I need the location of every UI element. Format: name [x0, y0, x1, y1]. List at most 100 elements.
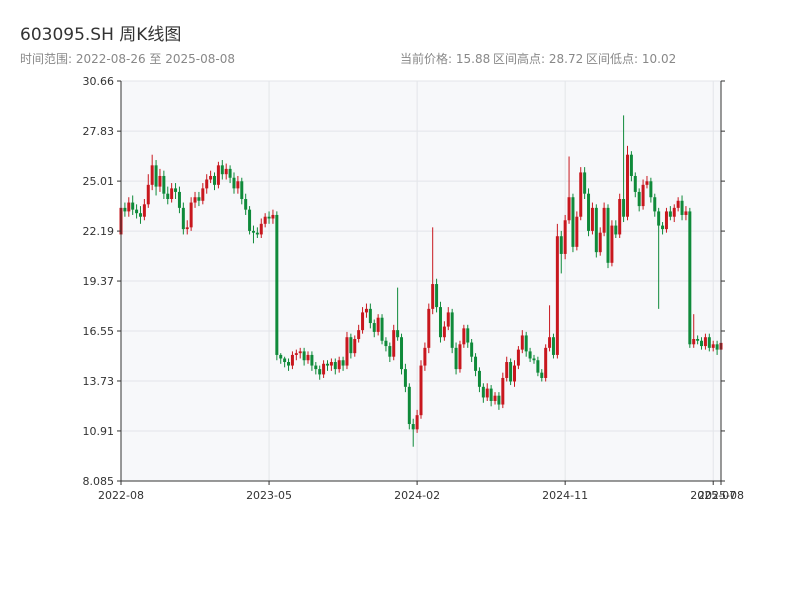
- candle-body: [657, 211, 661, 226]
- x-tick-label: 2022-08: [98, 489, 144, 502]
- y-tick-label: 16.55: [83, 325, 115, 338]
- candle-body: [290, 354, 294, 366]
- candle-body: [181, 207, 185, 230]
- candle-body: [314, 365, 318, 370]
- candle-body: [481, 386, 485, 398]
- candle-body: [209, 175, 213, 180]
- candle-body: [240, 181, 244, 200]
- candle-body: [275, 214, 279, 355]
- candle-body: [127, 202, 131, 212]
- info-price: 当前价格: 15.88: [400, 51, 490, 66]
- candle-body: [123, 207, 127, 212]
- candle-body: [637, 191, 641, 207]
- candle-body: [711, 344, 715, 348]
- candle-body: [345, 337, 349, 366]
- candle-body: [263, 216, 267, 224]
- candle-body: [707, 337, 711, 348]
- candle-body: [232, 177, 236, 189]
- x-tick-label: 2025-07: [690, 489, 736, 502]
- candle-body: [606, 207, 610, 263]
- candle-body: [435, 284, 439, 308]
- candle-body: [649, 181, 653, 198]
- candle-body: [664, 211, 668, 230]
- candle-body: [337, 360, 341, 370]
- candle-body: [548, 337, 552, 348]
- candle-body: [174, 188, 178, 192]
- candle-body: [653, 197, 657, 212]
- candle-body: [470, 342, 474, 357]
- candle-body: [497, 395, 501, 405]
- candle-body: [446, 312, 450, 327]
- candle-body: [618, 199, 622, 235]
- candle-body: [536, 360, 540, 373]
- candle-body: [516, 349, 520, 366]
- candle-body: [201, 188, 205, 201]
- info-high: 区间高点: 28.72: [493, 51, 583, 66]
- candle-body: [384, 340, 388, 347]
- candle-body: [676, 200, 680, 208]
- candle-body: [684, 211, 688, 215]
- candle-body: [357, 330, 361, 339]
- candle-body: [353, 338, 357, 354]
- candle-body: [322, 363, 326, 375]
- candle-body: [622, 199, 626, 217]
- y-tick-label: 25.01: [83, 175, 115, 188]
- candle-body: [474, 356, 478, 371]
- candle-body: [403, 369, 407, 387]
- candle-body: [567, 197, 571, 221]
- candle-body: [220, 165, 224, 175]
- x-tick-label: 2023-05: [246, 489, 292, 502]
- candle-body: [271, 214, 275, 219]
- candle-body: [372, 323, 376, 332]
- candle-body: [255, 232, 259, 235]
- candle-body: [193, 197, 197, 203]
- candle-body: [466, 328, 470, 343]
- candle-body: [349, 337, 353, 354]
- candle-body: [154, 165, 158, 187]
- candle-body: [610, 225, 614, 263]
- y-tick-label: 10.91: [83, 425, 115, 438]
- x-tick-label: 2024-02: [394, 489, 440, 502]
- candle-body: [563, 220, 567, 254]
- candle-body: [641, 184, 645, 207]
- candle-body: [629, 154, 633, 176]
- candle-body: [696, 338, 700, 341]
- candle-body: [361, 312, 365, 331]
- candle-body: [318, 369, 322, 375]
- candle-body: [493, 395, 497, 401]
- candle-body: [551, 337, 555, 355]
- candle-body: [400, 337, 404, 370]
- chart-subtitle: 时间范围: 2022-08-26 至 2025-08-08: [20, 52, 235, 66]
- y-tick-label: 8.085: [83, 475, 115, 488]
- candle-body: [700, 340, 704, 347]
- candle-body: [135, 209, 139, 214]
- candle-body: [680, 200, 684, 215]
- candle-body: [329, 362, 333, 366]
- candle-body: [411, 424, 415, 430]
- candle-body: [415, 415, 419, 430]
- candle-body: [423, 347, 427, 366]
- candle-body: [625, 154, 629, 217]
- candle-body: [279, 354, 283, 359]
- candle-body: [189, 202, 193, 228]
- candle-body: [450, 312, 454, 348]
- candle-body: [559, 236, 563, 254]
- candle-body: [283, 358, 287, 363]
- candle-body: [614, 225, 618, 235]
- y-tick-label: 27.83: [83, 125, 115, 138]
- candle-body: [333, 362, 337, 370]
- candle-body: [388, 346, 392, 357]
- candle-body: [509, 362, 513, 382]
- candle-body: [298, 351, 302, 354]
- candle-body: [162, 175, 166, 194]
- candle-body: [294, 353, 298, 355]
- candle-body: [376, 317, 380, 332]
- candle-body: [532, 358, 536, 361]
- candle-body: [177, 191, 181, 208]
- candle-body: [287, 362, 291, 366]
- candle-body: [477, 370, 481, 387]
- y-tick-label: 13.73: [83, 375, 115, 388]
- candle-body: [540, 372, 544, 378]
- candle-body: [185, 227, 189, 230]
